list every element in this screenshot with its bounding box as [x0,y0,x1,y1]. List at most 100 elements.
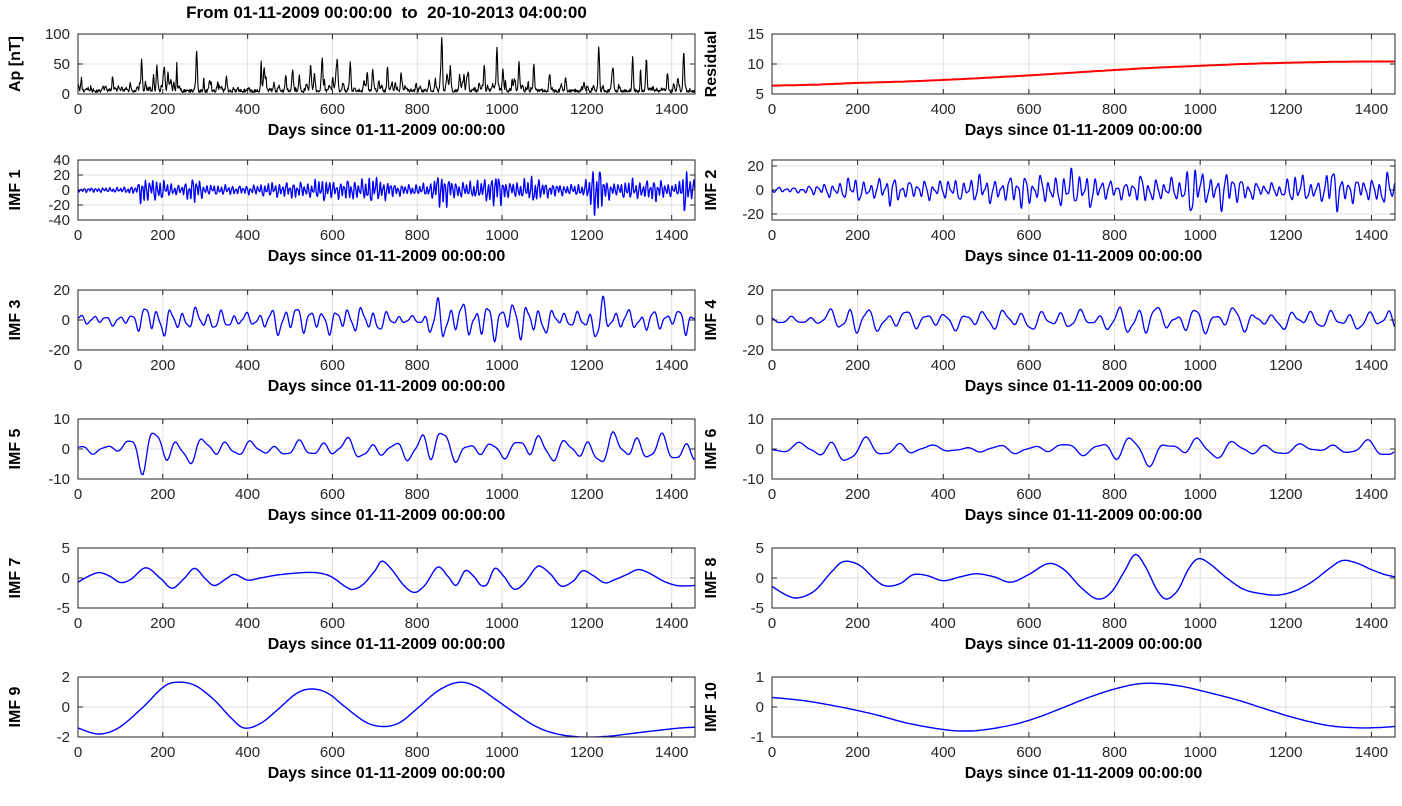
x-tick-label: 600 [320,357,345,374]
x-tick-label: 400 [235,615,260,632]
x-tick-label: 200 [150,744,175,761]
x-tick-label: 200 [845,227,870,244]
x-tick-label: 1000 [1183,486,1216,503]
x-tick-label: 1200 [1269,615,1302,632]
x-tick-label: 600 [320,744,345,761]
subplot-imf10: 0 200 400 600 800 1000 1200 1400-101 [751,669,1396,761]
ylabel-imf1: IMF 1 [7,169,24,211]
y-tick-label: -20 [48,197,70,214]
x-tick-label: 1000 [1183,357,1216,374]
x-tick-label: 800 [1102,486,1127,503]
ylabel-residual: Residual [703,30,720,98]
grid-lines [771,289,1395,351]
y-tick-label: 0 [62,441,70,458]
series-line-imf5 [78,431,695,476]
x-tick-label: 1200 [570,486,603,503]
tick-marks [77,547,695,609]
xlabel-imf4: Days since 01-11-2009 00:00:00 [964,378,1203,395]
y-tick-label: -2 [57,729,70,746]
x-tick-label: 0 [74,357,82,374]
y-tick-label: 2 [62,669,70,686]
x-tick-label: 0 [768,357,776,374]
x-tick-label: 600 [1016,357,1041,374]
x-tick-label: 1400 [1355,486,1388,503]
ylabel-imf7: IMF 7 [7,557,24,599]
series-line-imf3 [78,295,695,343]
x-tick-label: 600 [1016,227,1041,244]
ylabel-imf3: IMF 3 [7,299,24,341]
x-tick-label: 0 [768,486,776,503]
xlabel-residual: Days since 01-11-2009 00:00:00 [964,122,1203,139]
series-line-imf4 [772,306,1395,335]
x-tick-label: 400 [931,357,956,374]
x-tick-label: 600 [320,227,345,244]
xlabel-ap: Days since 01-11-2009 00:00:00 [267,122,506,139]
x-tick-label: 400 [931,744,956,761]
y-tick-label: 0 [756,441,764,458]
x-tick-label: 1200 [1269,227,1302,244]
x-tick-label: 1200 [570,101,603,118]
x-tick-label: 800 [405,615,430,632]
x-tick-label: 600 [1016,744,1041,761]
x-tick-label: 1400 [1355,357,1388,374]
xlabel-imf6: Days since 01-11-2009 00:00:00 [964,507,1203,524]
x-tick-label: 1000 [1183,744,1216,761]
series-line-imf7 [78,560,695,594]
x-tick-label: 400 [235,227,260,244]
x-tick-label: 1400 [1355,615,1388,632]
ylabel-ap: Ap [nT] [7,36,24,92]
grid-lines [77,676,695,738]
y-tick-label: 20 [747,158,764,175]
x-tick-label: 200 [845,101,870,118]
x-tick-label: 400 [235,357,260,374]
x-tick-label: 400 [235,486,260,503]
x-tick-label: 800 [1102,615,1127,632]
tick-labels: 0 200 400 600 800 1000 1200 1400-202 [57,669,689,761]
x-tick-label: 1200 [1269,486,1302,503]
tick-marks [77,159,695,221]
x-tick-label: 1200 [570,227,603,244]
y-tick-label: 5 [62,540,70,557]
y-tick-label: -10 [48,471,70,488]
subplot-residual: 0 200 400 600 800 1000 1200 1400 5 10 15 [747,26,1396,118]
x-tick-label: 200 [150,101,175,118]
series-line-ap [78,36,695,94]
y-tick-label: 10 [747,56,764,73]
x-tick-label: 1400 [655,227,688,244]
tick-marks [771,33,1395,95]
y-tick-label: 100 [45,26,70,43]
x-tick-label: 400 [235,101,260,118]
y-tick-label: -20 [742,206,764,223]
x-tick-label: 1400 [655,615,688,632]
y-tick-label: -20 [48,342,70,359]
x-tick-label: 1400 [1355,227,1388,244]
ylabel-imf6: IMF 6 [703,428,720,470]
x-tick-label: 1400 [1355,101,1388,118]
y-tick-label: -20 [742,342,764,359]
y-tick-label: 10 [53,411,70,428]
x-tick-label: 800 [1102,744,1127,761]
x-tick-label: 800 [405,227,430,244]
y-tick-label: -1 [751,729,764,746]
series-line-imf10 [772,682,1395,732]
tick-marks [77,33,695,95]
x-tick-label: 600 [320,101,345,118]
tick-marks [77,289,695,351]
x-tick-label: 600 [1016,615,1041,632]
y-tick-label: 20 [53,167,70,184]
x-tick-label: 1200 [1269,744,1302,761]
x-tick-label: 1000 [485,615,518,632]
ylabel-imf2: IMF 2 [703,169,720,211]
y-tick-label: 15 [747,26,764,43]
ylabel-imf8: IMF 8 [703,557,720,599]
x-tick-label: 400 [931,486,956,503]
x-tick-label: 1000 [485,227,518,244]
